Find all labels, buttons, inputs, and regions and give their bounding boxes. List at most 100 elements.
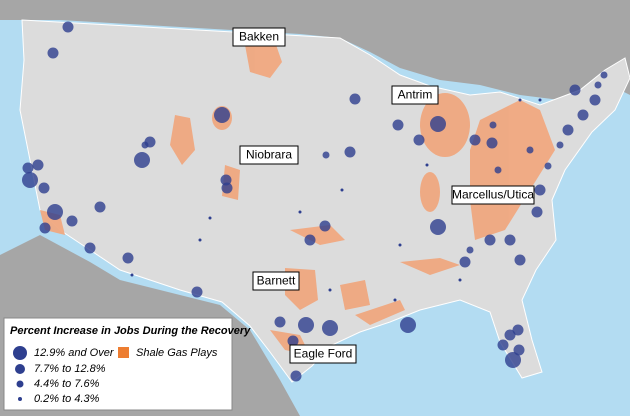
bubble [504,329,516,341]
bubble [340,188,344,192]
bubble [489,121,497,129]
bubble [208,216,212,220]
bubble [198,238,202,242]
bubble [191,286,203,298]
bubble [22,172,38,188]
bubble [39,222,51,234]
bubble [538,98,542,102]
bubble [349,93,361,105]
bubble [214,107,230,123]
bubble [122,252,134,264]
legend-symbol [118,347,129,358]
legend-symbol [13,346,27,360]
usa [19,19,630,383]
bubble [504,234,516,246]
legend-symbol [18,397,22,401]
bubble [562,124,574,136]
bubble [425,163,429,167]
shale [400,258,460,275]
canada [0,0,630,100]
bubble [556,141,564,149]
bubble [304,234,316,246]
bubble [287,335,299,347]
bubble [220,174,232,186]
bubble [505,352,521,368]
bubble [518,98,522,102]
bubble [544,162,552,170]
bubble [393,298,397,302]
bubble [430,116,446,132]
bubble [531,206,543,218]
bubble [458,278,462,282]
bubble [430,219,446,235]
shale [355,300,405,325]
bubble [466,246,474,254]
bubble [298,317,314,333]
bubble [512,324,524,336]
region-label: Niobrara [246,148,292,162]
bubble [569,84,581,96]
legend-label: 7.7% to 12.8% [34,363,106,375]
bubble [594,81,602,89]
bubble [130,273,134,277]
legend-label: 4.4% to 7.6% [34,378,100,390]
bubble [459,256,471,268]
shale [170,115,195,165]
shale [470,100,555,240]
bubble [66,215,78,227]
bubble [298,210,302,214]
bubble [398,243,402,247]
shale [245,42,282,78]
region-label: Marcellus/Utica [452,188,534,202]
bubble [322,320,338,336]
bubble [392,119,404,131]
legend: Percent Increase in Jobs During the Reco… [3,317,251,411]
label-box [239,145,299,165]
bubble [274,316,286,328]
bubble [62,21,74,33]
region-label: Eagle Ford [294,347,353,361]
bubble [413,134,425,146]
bubble [134,152,150,168]
bubble [494,166,502,174]
bubble [344,146,356,158]
label-box [289,344,357,364]
bubble [47,47,59,59]
bubble [144,136,156,148]
label-box [252,271,300,291]
region-label: Antrim [398,88,433,102]
bubble [290,370,302,382]
bubbles [22,21,608,382]
bubble [514,254,526,266]
bubble [513,344,525,356]
bubble [322,151,330,159]
bubble [328,288,332,292]
label-box [391,85,439,105]
legend-box [3,317,233,411]
bubble [400,317,416,333]
bubble [589,94,601,106]
region-label: Barnett [257,274,296,288]
bubble [38,182,50,194]
region-label: Bakken [239,30,279,44]
bubble [534,184,546,196]
legend-label: 0.2% to 4.3% [34,393,100,405]
bubble [469,134,481,146]
bubble [47,204,63,220]
legend-label: Shale Gas Plays [136,347,218,359]
shale [290,225,345,245]
bubble [497,339,509,351]
shale [340,280,370,310]
bubble [600,71,608,79]
legend-label: 12.9% and Over [34,347,115,359]
bubble [221,182,233,194]
label-box [451,185,535,205]
bubble [319,220,331,232]
bubble [32,159,44,171]
label-box [232,27,286,47]
bubble [484,234,496,246]
bubble [486,137,498,149]
bubble [577,109,589,121]
bubble [22,162,34,174]
